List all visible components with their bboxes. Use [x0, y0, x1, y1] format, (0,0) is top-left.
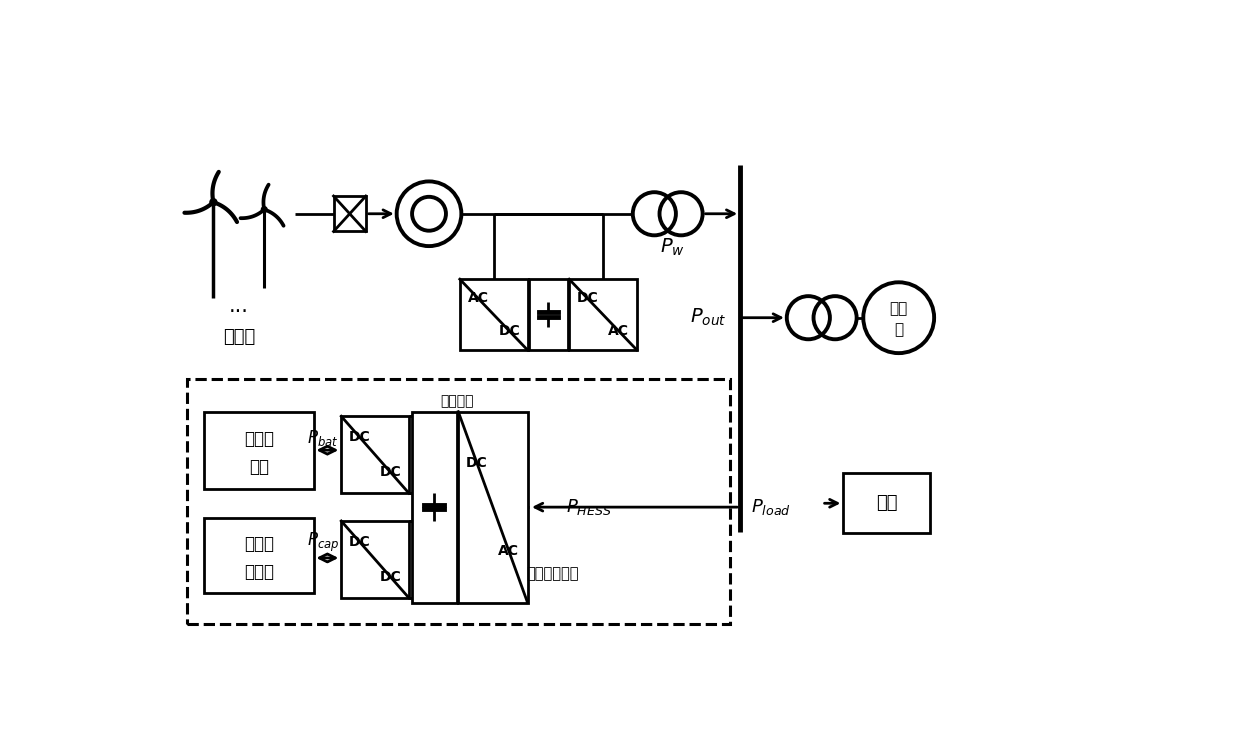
- Text: 容储能: 容储能: [244, 564, 274, 581]
- Bar: [341, 416, 409, 494]
- Text: 大电: 大电: [890, 301, 908, 316]
- Text: $P_{bat}$: $P_{bat}$: [307, 428, 338, 448]
- Bar: [529, 279, 567, 350]
- Bar: [458, 412, 528, 603]
- Text: DC: DC: [348, 535, 370, 549]
- Text: $P_{out}$: $P_{out}$: [690, 307, 726, 328]
- Circle shape: [261, 207, 268, 212]
- Text: ···: ···: [229, 302, 249, 321]
- Text: $P_w$: $P_w$: [660, 236, 685, 257]
- Bar: [341, 521, 409, 598]
- Text: 混合储能系统: 混合储能系统: [527, 566, 579, 581]
- Text: DC: DC: [466, 456, 488, 470]
- Bar: [187, 379, 730, 624]
- Text: 直流母线: 直流母线: [440, 394, 473, 408]
- Bar: [204, 518, 313, 593]
- Text: AC: AC: [498, 544, 519, 558]
- Circle shape: [209, 199, 217, 206]
- Bar: [844, 473, 929, 534]
- Bar: [204, 412, 313, 488]
- Text: 储能: 储能: [249, 458, 269, 476]
- Text: 风电场: 风电场: [223, 328, 255, 346]
- Bar: [460, 279, 528, 350]
- Text: $P_{cap}$: $P_{cap}$: [306, 531, 339, 554]
- Text: DC: DC: [380, 466, 401, 480]
- Text: 超级电: 超级电: [244, 535, 274, 553]
- Text: DC: DC: [348, 430, 370, 444]
- Text: 网: 网: [895, 321, 903, 337]
- Bar: [569, 279, 637, 350]
- Bar: [413, 412, 457, 603]
- Text: DC: DC: [576, 292, 598, 305]
- Text: DC: DC: [498, 324, 520, 338]
- Bar: [333, 196, 366, 232]
- Text: 蓄电池: 蓄电池: [244, 429, 274, 448]
- Text: AC: AC: [608, 324, 629, 338]
- Text: $P_{HESS}$: $P_{HESS}$: [566, 497, 612, 517]
- Text: 负荷: 负荷: [876, 494, 897, 512]
- Text: DC: DC: [380, 570, 401, 584]
- Text: $P_{load}$: $P_{load}$: [751, 497, 790, 517]
- Text: AC: AC: [467, 292, 488, 305]
